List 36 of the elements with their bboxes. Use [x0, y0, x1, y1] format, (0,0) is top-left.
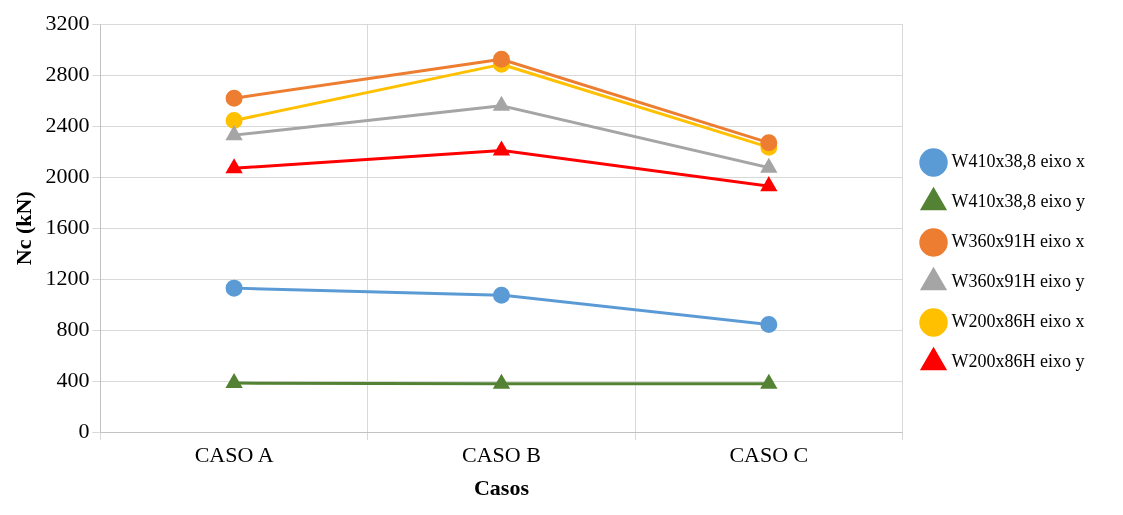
y-tick-label: 0 [78, 417, 90, 443]
point [225, 89, 243, 107]
point [225, 279, 243, 297]
x-tick-label: CASO A [194, 442, 274, 468]
legend-label: W360x91H eixo y [951, 271, 1085, 292]
y-tick-label: 2800 [45, 60, 90, 86]
x-tick-label: CASO B [462, 442, 541, 468]
y-tick-label: 800 [56, 315, 90, 341]
x-tick-label: CASO C [729, 442, 809, 468]
legend-label: W200x86H eixo y [951, 351, 1085, 372]
y-tick-label: 1200 [45, 264, 90, 290]
point [225, 111, 243, 129]
y-tick-label: 3200 [45, 9, 90, 35]
point [226, 126, 242, 141]
legend-label: W200x86H eixo x [951, 311, 1085, 332]
point [492, 286, 510, 304]
y-axis-title: Nc (kN) [10, 191, 36, 266]
y-tick-label: 1600 [45, 213, 90, 239]
point [493, 97, 510, 111]
y-tick-label: 400 [56, 366, 90, 392]
legend-label: W410x38,8 eixo x [951, 151, 1085, 172]
point [226, 374, 242, 389]
point [760, 134, 778, 152]
point [761, 177, 777, 192]
point [493, 375, 510, 389]
x-axis-title: Casos [473, 475, 530, 501]
point [492, 50, 510, 68]
legend-label: W360x91H eixo x [951, 231, 1085, 252]
y-tick-label: 2400 [45, 111, 90, 137]
point [760, 315, 778, 333]
legend-label: W410x38,8 eixo y [951, 191, 1085, 212]
point [226, 159, 242, 174]
y-tick-label: 2000 [45, 162, 90, 188]
point [761, 375, 777, 389]
point [761, 159, 777, 173]
point [493, 141, 510, 156]
